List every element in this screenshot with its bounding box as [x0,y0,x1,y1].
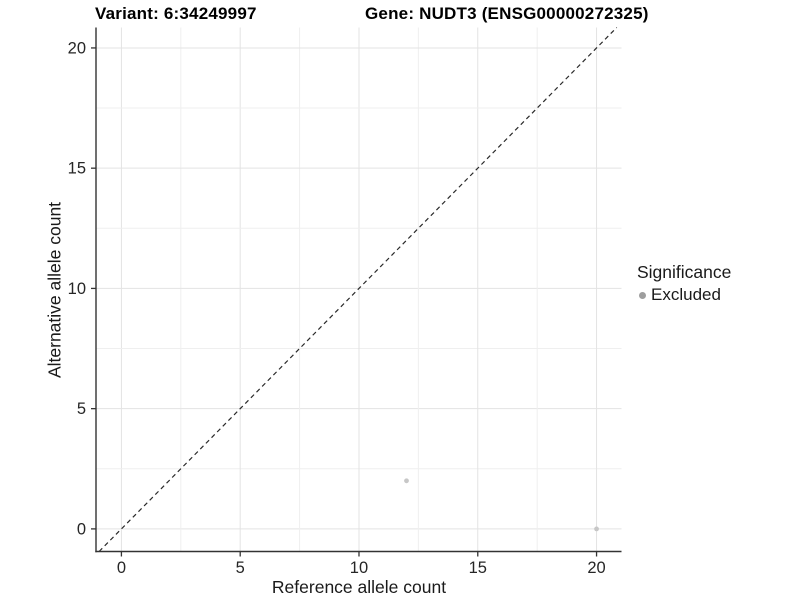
x-tick-label: 10 [350,559,368,577]
legend: Significance Excluded [637,262,731,305]
y-tick-label: 10 [68,280,86,298]
legend-key-dot-icon [639,291,646,299]
y-tick-label: 20 [68,39,86,57]
data-point [404,478,409,484]
gene-title: Gene: NUDT3 (ENSG00000272325) [365,4,649,23]
legend-item-label: Excluded [651,285,721,304]
y-tick-label: 15 [68,160,86,178]
x-tick-label: 5 [236,559,245,577]
x-axis-title: Reference allele count [271,577,447,597]
y-tick-label: 0 [77,520,86,538]
legend-title: Significance [637,262,732,282]
x-tick-label: 20 [587,559,605,577]
variant-title: Variant: 6:34249997 [95,4,257,23]
y-tick-label: 5 [77,400,86,418]
y-axis-title: Alternative allele count [44,201,65,379]
identity-line [98,27,618,552]
data-point [594,526,599,532]
x-tick-label: 15 [469,559,487,577]
legend-item: Excluded [637,285,731,305]
x-tick-label: 0 [117,559,126,577]
